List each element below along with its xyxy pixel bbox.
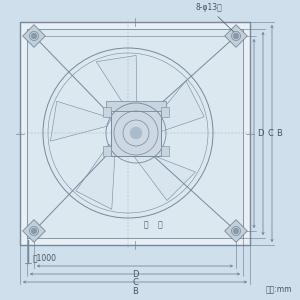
Polygon shape <box>149 81 204 135</box>
Text: あ1000: あ1000 <box>33 254 57 262</box>
Bar <box>103 106 111 116</box>
Text: D: D <box>132 270 138 279</box>
Polygon shape <box>50 101 112 141</box>
Text: D: D <box>257 129 263 138</box>
Bar <box>20 22 250 245</box>
Text: B: B <box>132 287 138 296</box>
Polygon shape <box>96 56 137 113</box>
Text: 単位:mm: 単位:mm <box>266 285 292 294</box>
Bar <box>161 106 169 116</box>
Circle shape <box>32 229 37 233</box>
Bar <box>23 25 45 47</box>
Circle shape <box>130 127 142 139</box>
Text: C: C <box>267 129 273 138</box>
Bar <box>111 110 161 155</box>
Text: B: B <box>276 129 282 138</box>
Bar <box>225 25 247 47</box>
Bar <box>225 220 247 242</box>
Text: 鎖    板: 鎖 板 <box>144 220 162 230</box>
Bar <box>27 29 243 238</box>
Circle shape <box>233 229 238 233</box>
Circle shape <box>233 34 238 38</box>
Text: C: C <box>132 278 138 287</box>
Polygon shape <box>133 151 196 200</box>
Bar <box>103 146 111 155</box>
Polygon shape <box>76 144 115 209</box>
Text: 8-φ13穴: 8-φ13穴 <box>195 3 234 32</box>
Bar <box>106 100 166 110</box>
Bar <box>161 146 169 155</box>
Bar <box>23 220 45 242</box>
Circle shape <box>32 34 37 38</box>
